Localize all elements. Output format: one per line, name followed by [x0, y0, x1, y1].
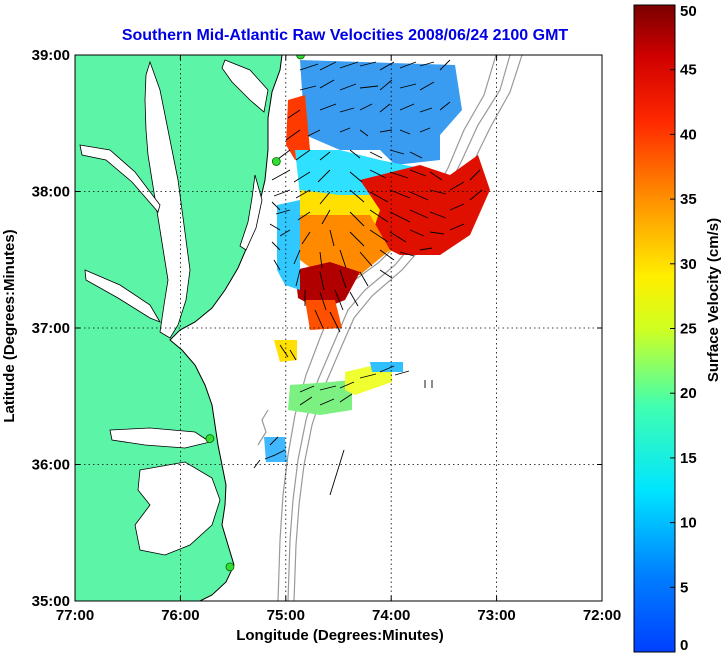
- velocity-patch-mid-green: [288, 380, 352, 415]
- velocity-field: [264, 60, 490, 462]
- bathymetry-contour: [287, 55, 511, 601]
- colorbar-tick-label: 10: [680, 515, 697, 532]
- bays-and-rivers: [79, 59, 269, 556]
- x-axis: 77:00 76:00 75:00 74:00 73:00 72:00: [56, 55, 621, 624]
- y-tick-label: 37:00: [32, 320, 70, 337]
- colorbar-tick-label: 25: [680, 321, 697, 338]
- plot-area: [75, 55, 602, 601]
- colorbar-tick-label: 35: [680, 191, 697, 208]
- vector-arrows: [253, 59, 483, 496]
- x-tick-label: 72:00: [583, 607, 621, 624]
- velocity-patch-band-orange: [300, 215, 390, 275]
- colorbar: 0 5 10 15 20 25 30 35 40 45 50 Surface Velocity (c…: [633, 3, 722, 654]
- radar-station-marker: [205, 434, 215, 443]
- colorbar-tick-label: 20: [680, 385, 697, 402]
- colorbar-tick-label: 50: [680, 3, 697, 20]
- velocity-patch-core: [295, 262, 360, 310]
- pamlico-sound: [134, 461, 221, 556]
- y-tick-label: 36:00: [32, 457, 70, 474]
- x-tick-label: 77:00: [56, 607, 94, 624]
- colorbar-tick-label: 30: [680, 256, 697, 273]
- james-river: [84, 269, 161, 323]
- velocity-patch-south: [264, 437, 287, 462]
- velocity-patch-western-strip: [277, 200, 300, 290]
- velocity-patch-mid-blue: [370, 362, 403, 372]
- velocity-patch-core-edge: [305, 300, 342, 330]
- coastal-lagoon: [239, 174, 263, 251]
- radar-station-marker: [225, 562, 235, 572]
- colorbar-tick-label: 5: [680, 579, 688, 596]
- bathymetry-contour: [293, 55, 523, 601]
- y-tick-label: 35:00: [32, 593, 70, 610]
- x-tick-label: 74:00: [372, 607, 410, 624]
- x-axis-label: Longitude (Degrees:Minutes): [236, 627, 444, 644]
- velocity-patch-north: [300, 60, 462, 165]
- colorbar-tick-label: 40: [680, 126, 697, 143]
- velocity-patch-band-red: [360, 155, 490, 255]
- bathymetry-contour: [257, 409, 269, 446]
- y-tick-label: 38:00: [32, 184, 70, 201]
- velocity-patch-small: [274, 340, 297, 362]
- radar-station-marker: [271, 157, 281, 166]
- chesapeake-bay: [144, 60, 191, 339]
- velocity-vectors: [253, 59, 483, 496]
- colorbar-tick-label: 0: [680, 637, 688, 654]
- colorbar-ticks: 0 5 10 15 20 25 30 35 40 45 50: [670, 3, 697, 654]
- colorbar-label: Surface Velocity (cm/s): [705, 218, 722, 382]
- hf-radar-stations: [205, 55, 305, 572]
- delaware-bay: [221, 59, 269, 113]
- y-axis-label: Latitude (Degrees:Minutes): [1, 229, 18, 422]
- colorbar-gradient: [633, 4, 676, 653]
- velocity-patch-northwest: [286, 95, 310, 160]
- grid-lines: [75, 55, 602, 601]
- x-tick-label: 75:00: [267, 607, 305, 624]
- chart-title: Southern Mid-Atlantic Raw Velocities 200…: [122, 27, 569, 44]
- x-tick-label: 73:00: [477, 607, 515, 624]
- colorbar-tick-label: 15: [680, 450, 697, 467]
- potomac-river: [79, 144, 161, 213]
- albemarle-sound: [109, 427, 211, 449]
- colorbar-tick-label: 45: [680, 62, 697, 79]
- x-tick-label: 76:00: [161, 607, 199, 624]
- y-tick-label: 39:00: [32, 47, 70, 64]
- radar-station-marker: [296, 55, 305, 60]
- y-axis: 35:00 36:00 37:00 38:00 39:00: [32, 47, 602, 610]
